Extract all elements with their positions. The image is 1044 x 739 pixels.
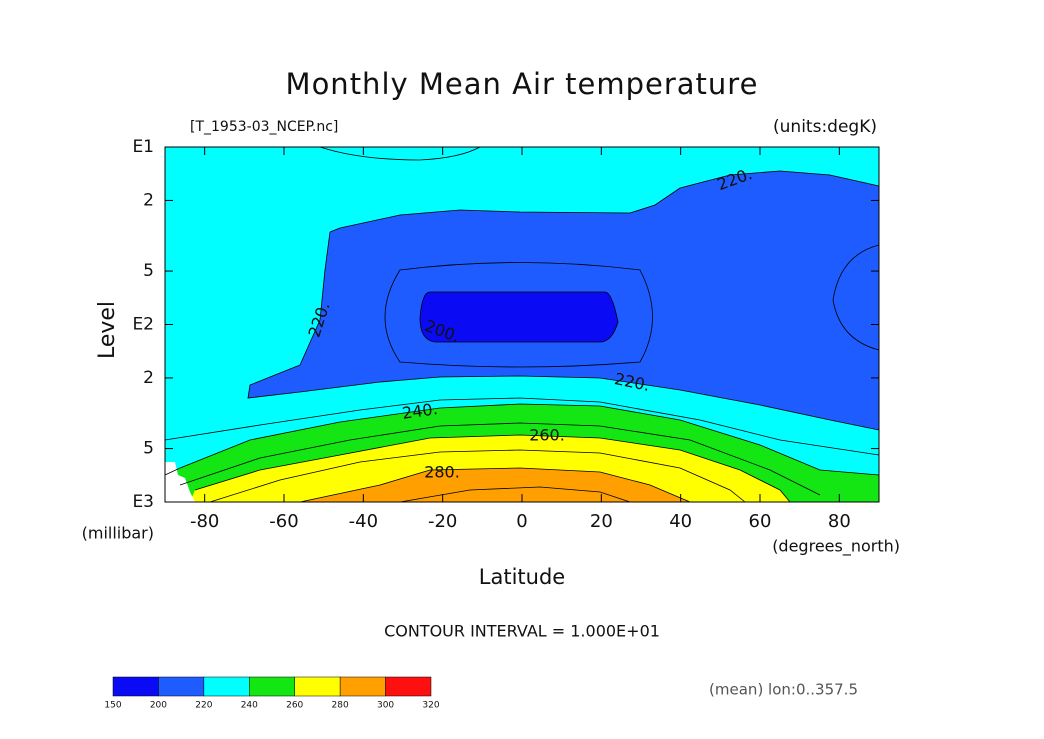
y-tick-label: E3 (132, 492, 154, 512)
y-tick-label: 2 (143, 368, 154, 388)
x-axis-title: Latitude (479, 565, 565, 589)
colorbar-swatch (112, 676, 159, 697)
contour-label: 260. (529, 426, 565, 445)
x-tick-label: -40 (349, 511, 378, 532)
contour-line (299, 467, 691, 503)
file-label: [T_1953-03_NCEP.nc] (190, 119, 338, 135)
x-tick-label: 80 (828, 511, 851, 532)
y-axis-unit: (millibar) (82, 524, 154, 543)
contour-line (194, 434, 791, 503)
colorbar-label: 220 (195, 701, 212, 711)
x-tick-label: -60 (269, 511, 298, 532)
colorbar-swatch (158, 676, 205, 697)
x-tick-label: -80 (190, 511, 219, 532)
contour-label: 240. (401, 399, 439, 423)
chart-title: Monthly Mean Air temperature (286, 67, 759, 101)
colorbar-label: 320 (422, 701, 439, 711)
contour-line (164, 403, 880, 476)
colorbar-swatch (203, 676, 250, 697)
colorbar-label: 260 (286, 701, 303, 711)
x-tick-label: 20 (590, 511, 613, 532)
y-tick-label: E1 (132, 137, 154, 157)
x-tick-label: 40 (669, 511, 692, 532)
colorbar-label: 280 (332, 701, 349, 711)
plot-area (164, 146, 880, 503)
colorbar-swatch (339, 676, 386, 697)
contour-line (329, 170, 880, 233)
fill-band (300, 468, 690, 502)
units-label: (units:degK) (773, 117, 877, 137)
contour-label: 280. (424, 463, 460, 482)
x-tick-label: 60 (749, 511, 772, 532)
colorbar-label: 200 (150, 701, 167, 711)
x-tick-label: 0 (516, 511, 527, 532)
contour-line (164, 397, 880, 456)
y-tick-label: 5 (143, 261, 154, 281)
y-tick-label: 2 (143, 190, 154, 210)
contour-line (209, 449, 746, 503)
colorbar-swatch (385, 676, 432, 697)
colorbar-label: 150 (104, 701, 121, 711)
footer-note: (mean) lon:0..357.5 (709, 681, 858, 699)
colorbar-label: 240 (241, 701, 258, 711)
x-tick-label: -20 (428, 511, 457, 532)
colorbar-swatch (294, 676, 341, 697)
contour-line (384, 262, 653, 368)
y-tick-label: E2 (132, 315, 154, 335)
contour-interval: CONTOUR INTERVAL = 1.000E+01 (384, 622, 660, 641)
contour-line (832, 244, 880, 351)
contour-line (399, 486, 631, 503)
colorbar-swatch (249, 676, 295, 697)
fill-band (420, 292, 618, 342)
x-axis-unit: (degrees_north) (772, 537, 900, 557)
contour-line (419, 291, 619, 343)
missing-area (165, 462, 195, 502)
contour-line (319, 146, 481, 161)
contour-line (179, 422, 821, 496)
colorbar-label: 300 (377, 701, 394, 711)
y-tick-label: 5 (143, 439, 154, 459)
y-axis-title: Level (95, 301, 120, 359)
contour-line (247, 231, 880, 431)
